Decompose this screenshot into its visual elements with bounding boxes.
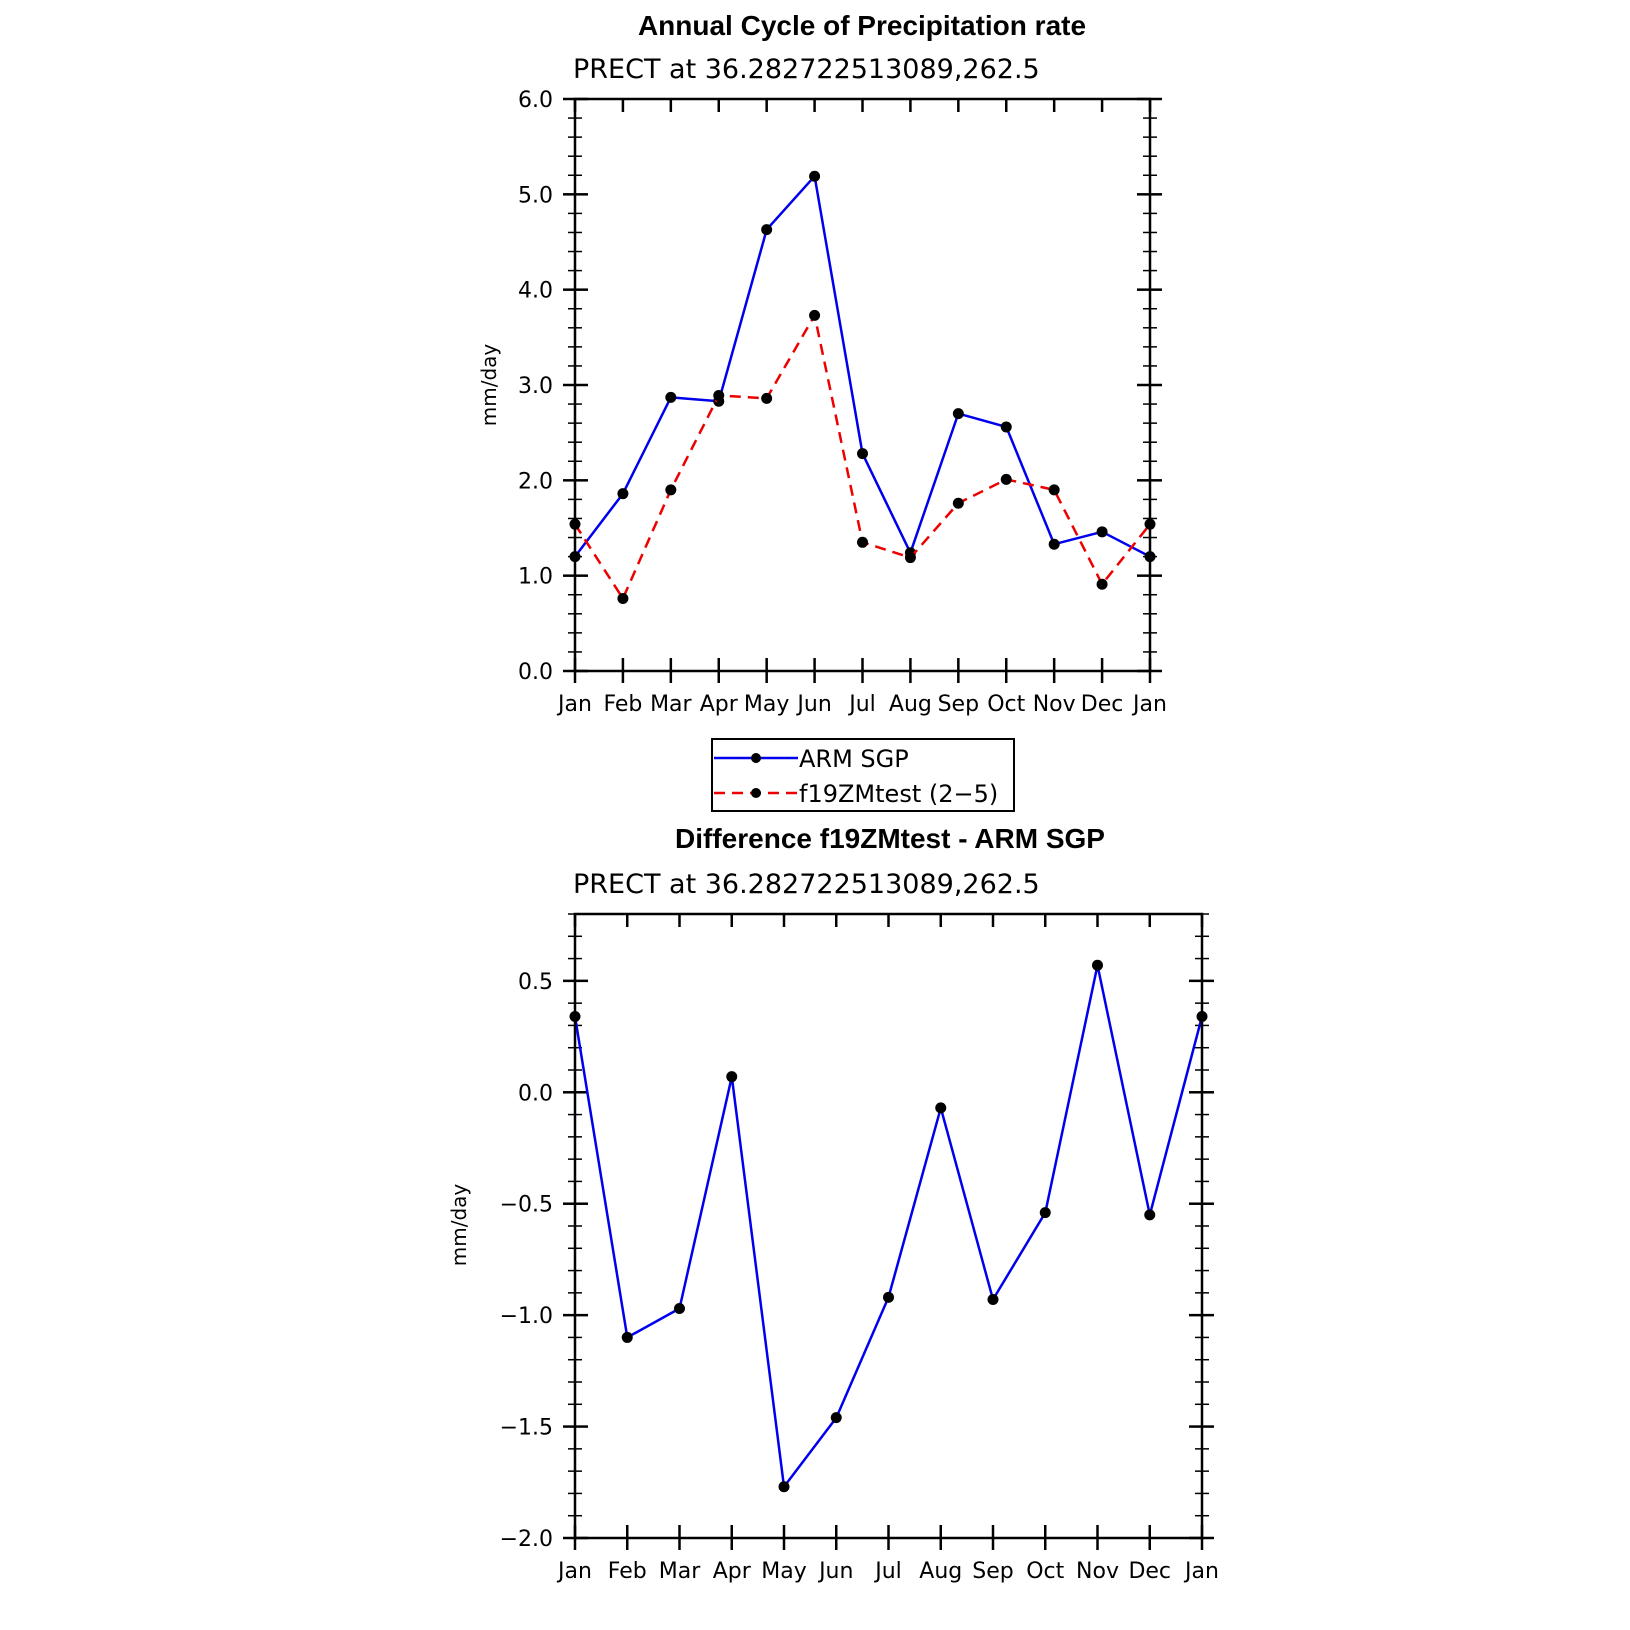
data-point-difference <box>883 1291 894 1303</box>
x-tick-label: May <box>744 692 789 717</box>
series-layer <box>569 959 1208 1493</box>
y-tick-label: −1.0 <box>500 1304 553 1329</box>
chart-title: Annual Cycle of Precipitation rate <box>638 10 1086 41</box>
x-tick-label: Mar <box>659 1559 701 1584</box>
precip-annual-cycle-panel: Annual Cycle of Precipitation rate PRECT… <box>477 10 1167 717</box>
y-tick-label: −2.0 <box>500 1527 553 1552</box>
data-point-difference <box>778 1481 790 1493</box>
x-tick-label: Dec <box>1128 1559 1171 1584</box>
data-point-f19zmtest-2-5 <box>857 536 868 548</box>
x-tick-label: May <box>761 1559 806 1584</box>
axis-ticks: Jan Feb Mar Apr May Jun Jul Aug Sep Oct Nov Dec Jan−… <box>500 913 1219 1584</box>
x-tick-label: Feb <box>608 1559 647 1584</box>
axis-ticks: Jan Feb Mar Apr May Jun Jul Aug Sep Oct Nov Dec Jan0… <box>518 88 1167 717</box>
x-tick-label: Jun <box>817 1559 853 1584</box>
y-tick-label: −1.5 <box>500 1416 553 1441</box>
data-point-difference <box>1092 959 1103 971</box>
x-tick-label: Aug <box>919 1559 962 1584</box>
x-tick-label: Sep <box>938 692 979 717</box>
data-point-difference <box>1144 1209 1156 1221</box>
x-tick-label: Dec <box>1081 692 1124 717</box>
x-tick-label: Nov <box>1033 692 1076 717</box>
data-point-difference <box>935 1102 947 1114</box>
y-tick-label: −0.5 <box>500 1193 553 1218</box>
x-tick-label: Oct <box>987 692 1025 717</box>
x-tick-label: Jul <box>847 692 876 717</box>
y-tick-label: 3.0 <box>518 374 553 399</box>
x-tick-label: Apr <box>713 1559 752 1584</box>
data-point-f19zmtest-2-5 <box>665 484 677 496</box>
data-point-arm-sgp <box>665 391 677 403</box>
x-tick-label: Nov <box>1076 1559 1119 1584</box>
data-point-arm-sgp <box>952 408 964 420</box>
y-tick-label: 0.0 <box>518 660 553 685</box>
y-tick-label: 4.0 <box>518 279 553 304</box>
data-point-arm-sgp <box>1096 526 1108 538</box>
series-layer <box>569 170 1156 605</box>
x-tick-label: Mar <box>650 692 692 717</box>
x-tick-label: Sep <box>972 1559 1013 1584</box>
legend-marker-f19zmtest <box>751 788 761 798</box>
plot-frame <box>573 97 1152 673</box>
chart-subtitle: PRECT at 36.282722513089,262.5 <box>573 869 1040 900</box>
legend-entry-arm-sgp: ARM SGP <box>714 745 909 773</box>
legend-box <box>711 738 1015 812</box>
data-point-difference <box>674 1302 685 1314</box>
data-point-arm-sgp <box>617 488 629 500</box>
x-tick-label: Jan <box>556 692 592 717</box>
x-tick-label: Feb <box>603 692 642 717</box>
data-point-f19zmtest-2-5 <box>713 389 725 401</box>
legend-label-f19zmtest: f19ZMtest (2−5) <box>799 780 998 808</box>
x-tick-label: Jan <box>1131 692 1167 717</box>
x-tick-label: Jun <box>795 692 831 717</box>
chart-title: Difference f19ZMtest - ARM SGP <box>675 823 1105 854</box>
plot-frame <box>573 912 1204 1540</box>
data-point-f19zmtest-2-5 <box>952 497 964 509</box>
data-point-f19zmtest-2-5 <box>904 552 916 564</box>
difference-panel: Difference f19ZMtest - ARM SGP PRECT at … <box>447 823 1219 1584</box>
data-point-difference <box>830 1412 842 1424</box>
x-tick-label: Aug <box>889 692 932 717</box>
y-axis-label: mm/day <box>477 344 501 427</box>
data-point-arm-sgp <box>1000 421 1012 433</box>
y-tick-label: 2.0 <box>518 469 553 494</box>
x-tick-label: Jan <box>1183 1559 1219 1584</box>
legend-label-arm-sgp: ARM SGP <box>799 745 909 773</box>
legend: ARM SGP f19ZMtest (2−5) <box>711 738 1015 812</box>
y-tick-label: 5.0 <box>518 183 553 208</box>
x-tick-label: Jan <box>556 1559 592 1584</box>
data-point-difference <box>621 1331 633 1343</box>
data-point-arm-sgp <box>1048 538 1060 550</box>
y-axis-label: mm/day <box>447 1184 471 1267</box>
series-line-difference <box>573 964 1204 1488</box>
data-point-f19zmtest-2-5 <box>1048 484 1060 496</box>
legend-marker-arm-sgp <box>751 753 761 763</box>
data-point-f19zmtest-2-5 <box>1096 578 1108 590</box>
y-tick-label: 0.0 <box>518 1081 553 1106</box>
y-tick-label: 0.5 <box>518 970 553 995</box>
x-tick-label: Apr <box>700 692 739 717</box>
data-point-f19zmtest-2-5 <box>761 392 773 404</box>
y-tick-label: 6.0 <box>518 88 553 113</box>
data-point-f19zmtest-2-5 <box>617 593 629 605</box>
y-tick-label: 1.0 <box>518 565 553 590</box>
data-point-difference <box>987 1294 999 1306</box>
x-tick-label: Jul <box>873 1559 902 1584</box>
data-point-arm-sgp <box>857 448 868 460</box>
data-point-f19zmtest-2-5 <box>1000 473 1012 485</box>
chart-subtitle: PRECT at 36.282722513089,262.5 <box>573 54 1040 85</box>
data-point-f19zmtest-2-5 <box>809 309 821 321</box>
legend-entry-f19zmtest: f19ZMtest (2−5) <box>714 780 998 808</box>
data-point-arm-sgp <box>761 224 773 236</box>
data-point-difference <box>1039 1207 1051 1219</box>
series-line-arm-sgp <box>574 174 1151 558</box>
data-point-difference <box>726 1071 738 1083</box>
x-tick-label: Oct <box>1026 1559 1064 1584</box>
data-point-arm-sgp <box>809 170 821 182</box>
